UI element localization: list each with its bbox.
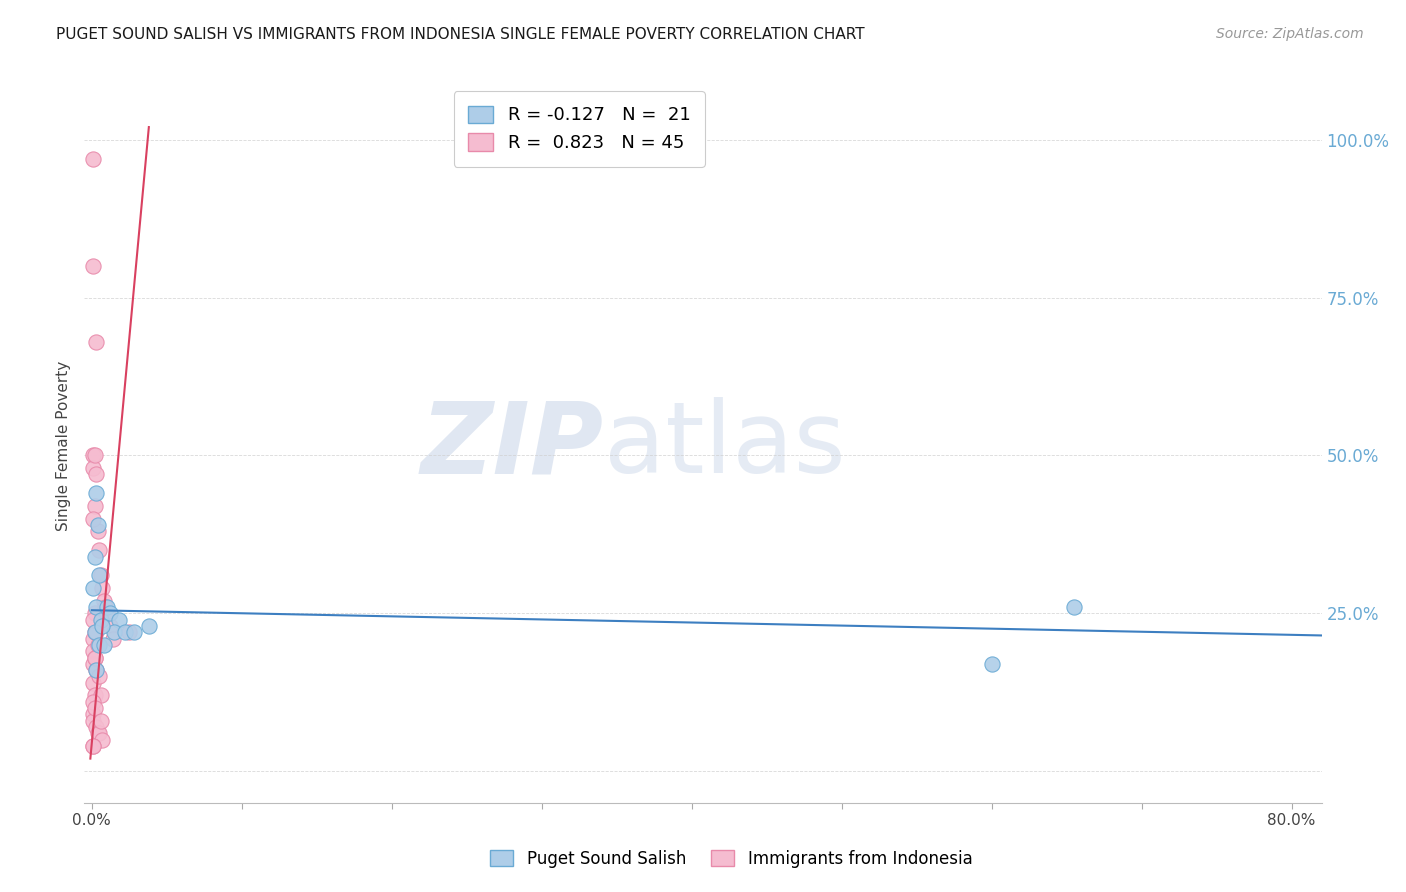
- Point: [86, 663, 108, 677]
- Point: [82, 644, 104, 658]
- Text: ZIP: ZIP: [420, 398, 605, 494]
- Point: [83, 625, 105, 640]
- Point: [118, 625, 141, 640]
- Point: [87, 517, 110, 532]
- Point: [122, 625, 145, 640]
- Point: [82, 632, 104, 646]
- Point: [86, 486, 108, 500]
- Point: [93, 593, 115, 607]
- Point: [96, 600, 118, 615]
- Point: [86, 467, 108, 482]
- Point: [86, 663, 108, 677]
- Point: [86, 334, 108, 349]
- Point: [83, 549, 105, 564]
- Point: [90, 613, 112, 627]
- Point: [82, 739, 104, 753]
- Point: [101, 632, 124, 646]
- Point: [1063, 600, 1085, 615]
- Point: [82, 739, 104, 753]
- Point: [91, 581, 114, 595]
- Y-axis label: Single Female Poverty: Single Female Poverty: [56, 361, 72, 531]
- Point: [86, 720, 108, 734]
- Point: [98, 619, 121, 633]
- Text: atlas: atlas: [605, 398, 845, 494]
- Point: [82, 657, 104, 671]
- Point: [89, 669, 111, 683]
- Point: [89, 543, 111, 558]
- Point: [82, 511, 104, 525]
- Point: [83, 499, 105, 513]
- Point: [83, 689, 105, 703]
- Point: [89, 638, 111, 652]
- Point: [82, 675, 104, 690]
- Point: [82, 152, 104, 166]
- Text: Source: ZipAtlas.com: Source: ZipAtlas.com: [1216, 27, 1364, 41]
- Point: [980, 657, 1002, 671]
- Text: PUGET SOUND SALISH VS IMMIGRANTS FROM INDONESIA SINGLE FEMALE POVERTY CORRELATIO: PUGET SOUND SALISH VS IMMIGRANTS FROM IN…: [56, 27, 865, 42]
- Point: [83, 650, 105, 665]
- Point: [89, 568, 111, 582]
- Point: [138, 619, 160, 633]
- Point: [91, 619, 114, 633]
- Point: [82, 695, 104, 709]
- Point: [114, 625, 136, 640]
- Point: [90, 689, 112, 703]
- Point: [83, 701, 105, 715]
- Point: [90, 568, 112, 582]
- Point: [86, 625, 108, 640]
- Point: [83, 449, 105, 463]
- Point: [87, 524, 110, 539]
- Point: [82, 714, 104, 728]
- Point: [90, 714, 112, 728]
- Point: [82, 259, 104, 273]
- Point: [86, 600, 108, 615]
- Legend: R = -0.127   N =  21, R =  0.823   N = 45: R = -0.127 N = 21, R = 0.823 N = 45: [454, 91, 704, 167]
- Point: [91, 732, 114, 747]
- Point: [98, 607, 121, 621]
- Point: [82, 581, 104, 595]
- Point: [103, 625, 125, 640]
- Point: [108, 613, 131, 627]
- Point: [83, 625, 105, 640]
- Legend: Puget Sound Salish, Immigrants from Indonesia: Puget Sound Salish, Immigrants from Indo…: [484, 844, 979, 875]
- Point: [89, 726, 111, 740]
- Point: [82, 461, 104, 475]
- Point: [93, 638, 115, 652]
- Point: [87, 638, 110, 652]
- Point: [82, 707, 104, 722]
- Point: [82, 449, 104, 463]
- Point: [96, 607, 118, 621]
- Point: [83, 607, 105, 621]
- Point: [82, 613, 104, 627]
- Point: [87, 726, 110, 740]
- Point: [94, 600, 117, 615]
- Point: [83, 650, 105, 665]
